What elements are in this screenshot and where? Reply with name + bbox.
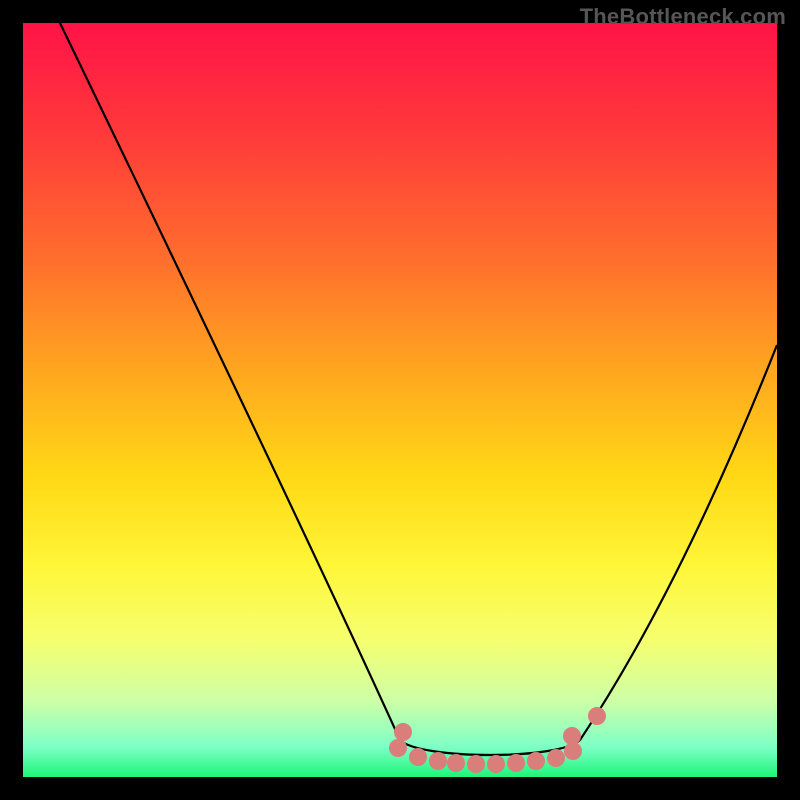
- valley-dot: [487, 755, 505, 773]
- watermark-text: TheBottleneck.com: [580, 4, 786, 30]
- v-curve-chart: [0, 0, 800, 800]
- valley-dot: [563, 727, 581, 745]
- gradient-background: [23, 23, 777, 777]
- valley-dot: [547, 749, 565, 767]
- valley-dot: [447, 754, 465, 772]
- valley-dot: [409, 748, 427, 766]
- valley-dot: [429, 752, 447, 770]
- valley-dot: [527, 752, 545, 770]
- valley-dot: [507, 754, 525, 772]
- valley-dot: [394, 723, 412, 741]
- chart-frame: TheBottleneck.com: [0, 0, 800, 800]
- valley-dot: [588, 707, 606, 725]
- valley-dot: [467, 755, 485, 773]
- valley-dot: [389, 739, 407, 757]
